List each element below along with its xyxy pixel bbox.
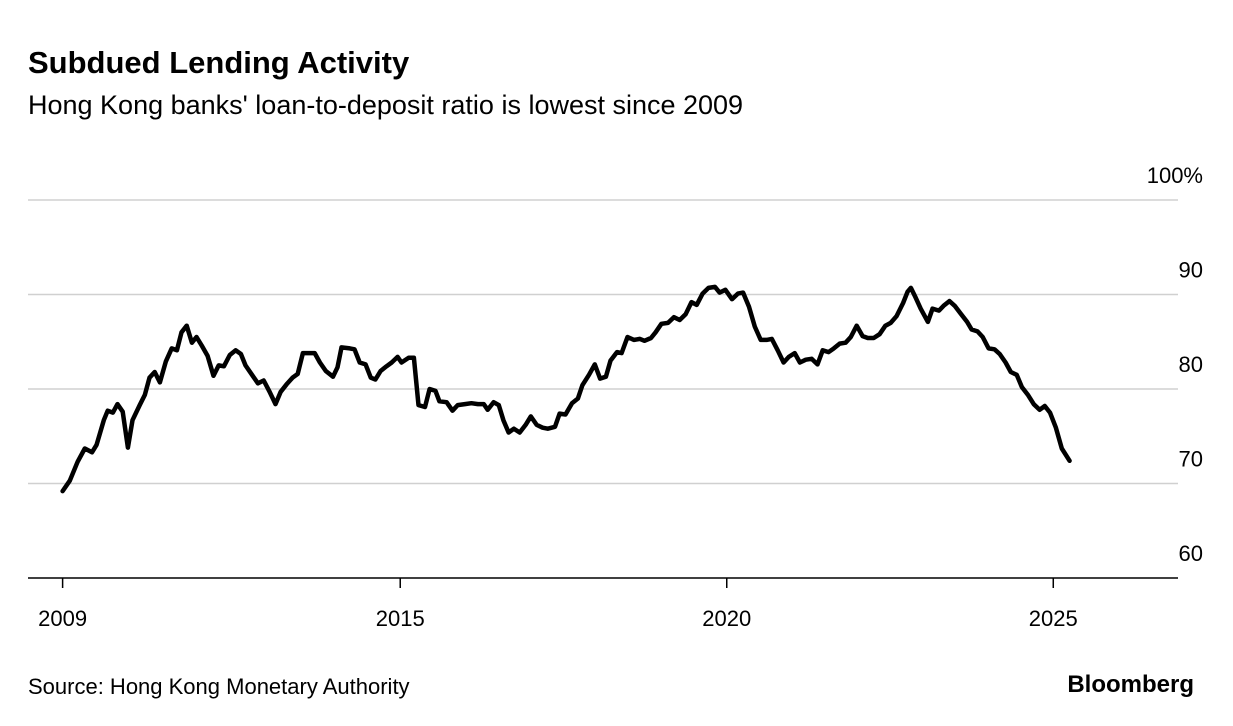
chart-subtitle: Hong Kong banks' loan-to-deposit ratio i… <box>28 90 743 120</box>
source: Source: Hong Kong Monetary Authority <box>28 674 410 699</box>
y-tick-label: 60 <box>1179 541 1203 566</box>
data-line <box>60 284 1072 494</box>
chart-title: Subdued Lending Activity <box>28 45 410 80</box>
x-tick-label: 2015 <box>376 606 425 631</box>
x-tick-label: 2025 <box>1029 606 1078 631</box>
y-tick-label: 90 <box>1179 258 1203 283</box>
brand: Bloomberg <box>1067 671 1194 698</box>
x-tick-label: 2020 <box>702 606 751 631</box>
y-tick-label: 70 <box>1179 447 1203 472</box>
y-tick-label: 80 <box>1179 352 1203 377</box>
x-tick-label: 2009 <box>38 606 87 631</box>
y-tick-label: 100% <box>1147 163 1203 188</box>
